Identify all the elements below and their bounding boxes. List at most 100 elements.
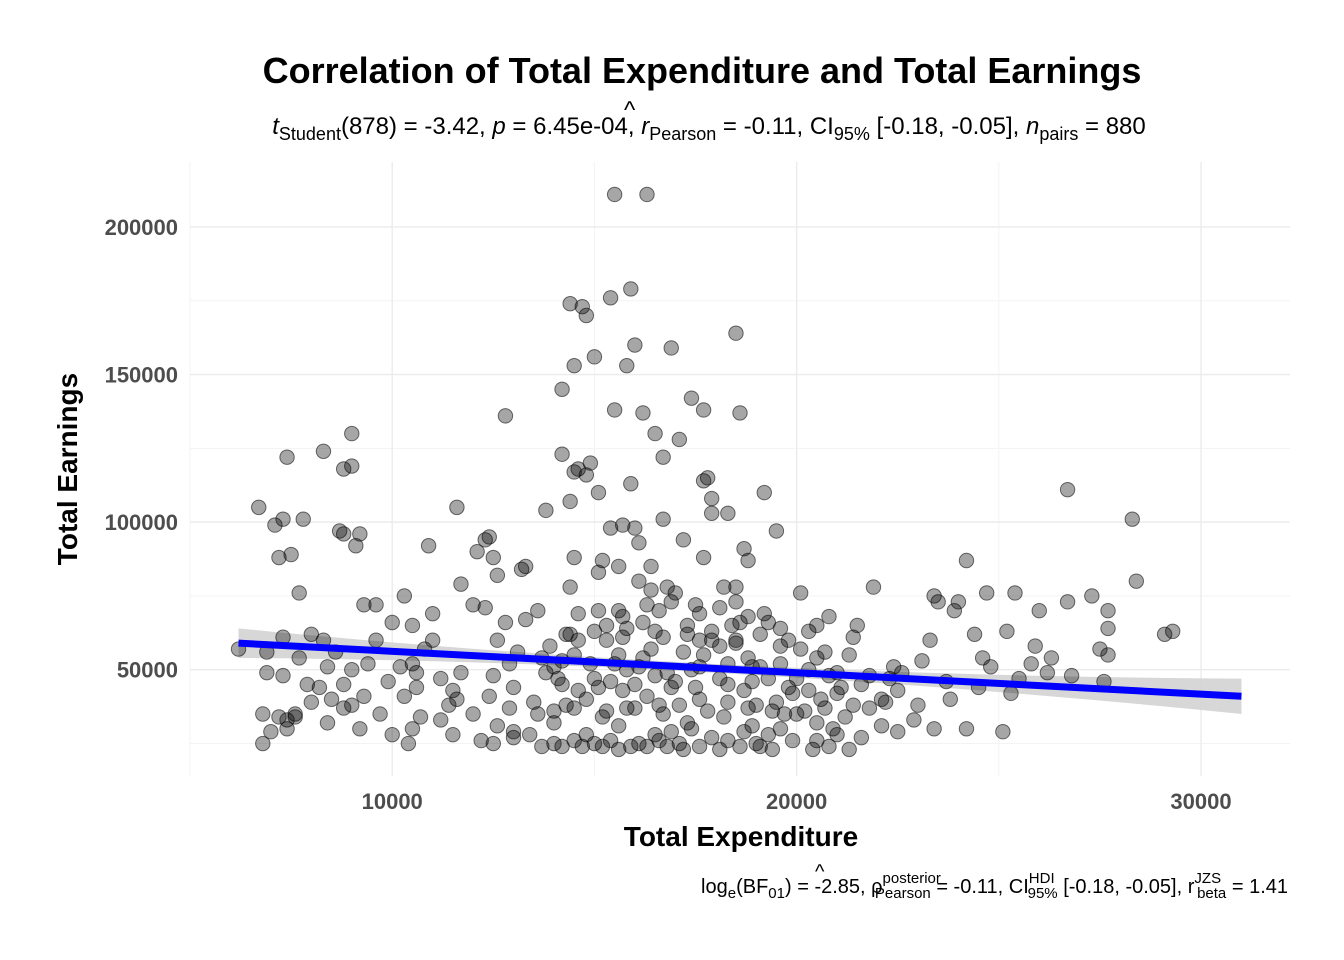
data-point [396,688,413,704]
data-point [841,741,857,758]
caption-bf-sub: 01 [768,885,785,902]
data-point [631,535,647,551]
data-point [372,706,388,722]
data-point [1059,481,1076,498]
data-point [517,558,534,575]
data-point [550,670,566,687]
data-point [623,476,639,492]
data-point [716,709,732,725]
data-point [465,706,481,722]
data-point [659,738,675,755]
data-point [615,517,631,533]
subtitle-n-letter: n [1026,113,1039,140]
data-point [736,541,752,557]
data-point [590,602,607,619]
data-point [1128,573,1145,589]
data-point [303,694,320,710]
data-point [594,552,611,569]
data-point [627,676,643,693]
data-point [586,735,603,752]
subtitle-t-stat: (878) = -3.42, [341,113,492,140]
data-point [983,659,999,675]
chart-title: Correlation of Total Expenditure and Tot… [263,50,1142,91]
x-axis-ticks: 10000 20000 30000 [362,789,1232,814]
subtitle-r-letter: r [641,113,650,140]
data-point [424,605,441,622]
subtitle-ci-stat: [-0.18, -0.05], [870,113,1026,140]
data-point [481,688,497,704]
data-point [485,549,502,566]
data-point [489,718,506,734]
data-point [861,700,878,716]
data-point [732,405,748,421]
data-point [655,449,671,465]
caption-bf: (BF [736,876,768,898]
data-point [922,632,938,648]
data-point [1100,620,1116,637]
data-point [566,732,582,749]
data-point [1003,685,1019,702]
data-point [400,735,417,752]
data-point [255,735,271,752]
data-point [679,626,696,643]
data-point [1007,585,1023,601]
data-point [651,697,667,713]
data-point [946,602,963,619]
data-point [995,724,1011,740]
caption-r-sup: JZS [1194,870,1221,887]
data-point [792,641,809,657]
data-point [606,402,623,418]
data-point [639,186,655,203]
data-point [271,549,287,566]
data-point [744,673,760,690]
data-point [412,709,429,725]
data-point [562,626,578,643]
data-point [703,632,720,648]
data-point [821,608,837,625]
data-point [655,511,671,527]
data-point [319,715,336,731]
data-point [578,307,595,324]
data-point [380,673,396,690]
data-point [404,721,421,737]
subtitle-n-stat: = 880 [1078,113,1145,140]
caption-rho-sup: posterior [883,870,941,887]
data-point [691,691,708,707]
data-point [368,597,384,613]
data-point [635,614,651,631]
data-point [485,667,502,684]
data-point [651,732,667,749]
data-point [534,738,550,755]
y-axis-label: Total Earnings [52,373,83,565]
data-point [420,538,437,554]
data-point [910,697,926,713]
data-point [566,700,582,716]
data-point [554,381,570,397]
data-point [546,715,562,731]
data-point [1059,594,1076,610]
caption-r-letter: r [1188,876,1195,898]
data-point [574,298,590,315]
data-point [930,594,946,610]
data-point [687,597,704,613]
data-point [788,706,805,722]
data-point [392,659,408,675]
data-point [825,721,841,737]
y-tick-label: 100000 [105,510,178,535]
data-point [335,461,352,477]
data-point [517,611,534,628]
data-point [267,517,283,533]
data-point [344,425,360,442]
data-point [683,390,700,406]
data-point [1031,602,1047,619]
data-point [792,585,809,601]
data-point [453,664,469,681]
caption-rho-stat: = -0.11, CI [931,876,1029,898]
data-point [748,735,764,752]
subtitle-r-stat: = -0.11, CI [716,113,834,140]
data-point [1100,602,1116,619]
data-point [849,617,865,634]
data-point [809,650,825,666]
data-point [631,735,647,752]
